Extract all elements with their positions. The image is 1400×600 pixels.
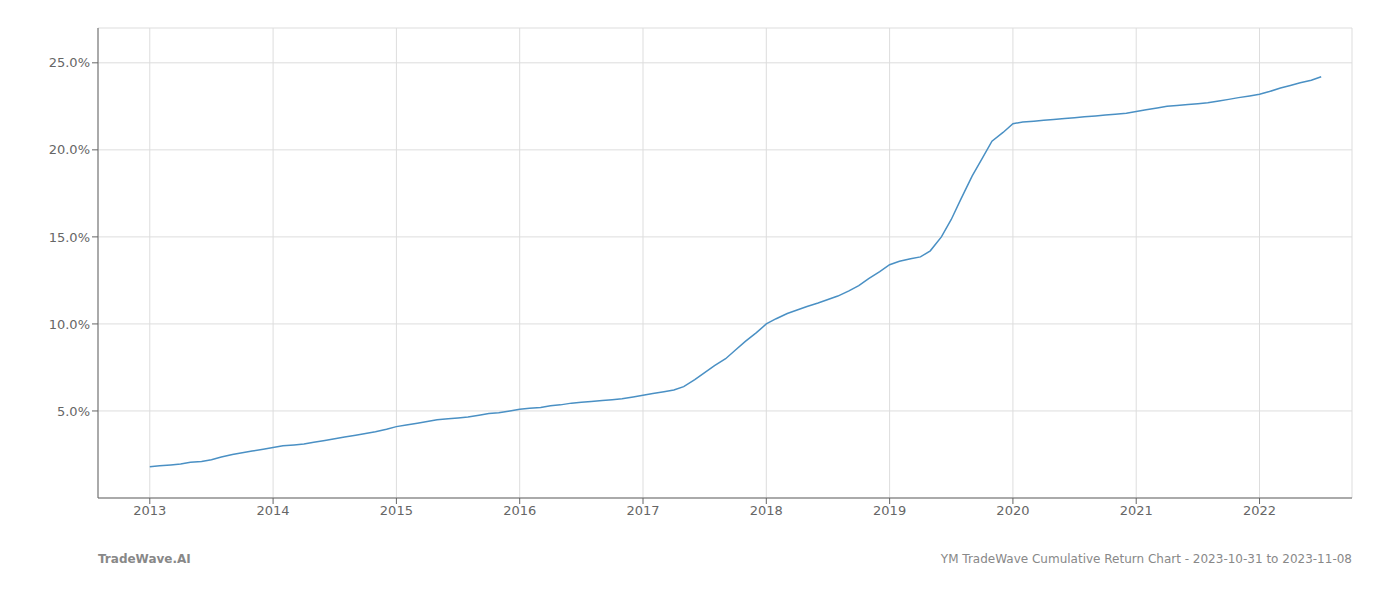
svg-text:20.0%: 20.0% (49, 142, 90, 157)
svg-text:2018: 2018 (750, 503, 783, 518)
html-text:TradeWave.AI: TradeWave.AI (98, 552, 191, 566)
svg-text:2021: 2021 (1120, 503, 1153, 518)
svg-text:2022: 2022 (1243, 503, 1276, 518)
svg-text:2017: 2017 (626, 503, 659, 518)
svg-text:2013: 2013 (133, 503, 166, 518)
svg-text:15.0%: 15.0% (49, 230, 90, 245)
svg-text:2020: 2020 (996, 503, 1029, 518)
svg-text:2014: 2014 (257, 503, 290, 518)
svg-text:10.0%: 10.0% (49, 317, 90, 332)
svg-text:2015: 2015 (380, 503, 413, 518)
svg-text:2016: 2016 (503, 503, 536, 518)
svg-text:2019: 2019 (873, 503, 906, 518)
html-text:YM TradeWave Cumulative Return: YM TradeWave Cumulative Return Chart - 2… (940, 552, 1352, 566)
svg-text:5.0%: 5.0% (57, 404, 90, 419)
svg-text:25.0%: 25.0% (49, 55, 90, 70)
